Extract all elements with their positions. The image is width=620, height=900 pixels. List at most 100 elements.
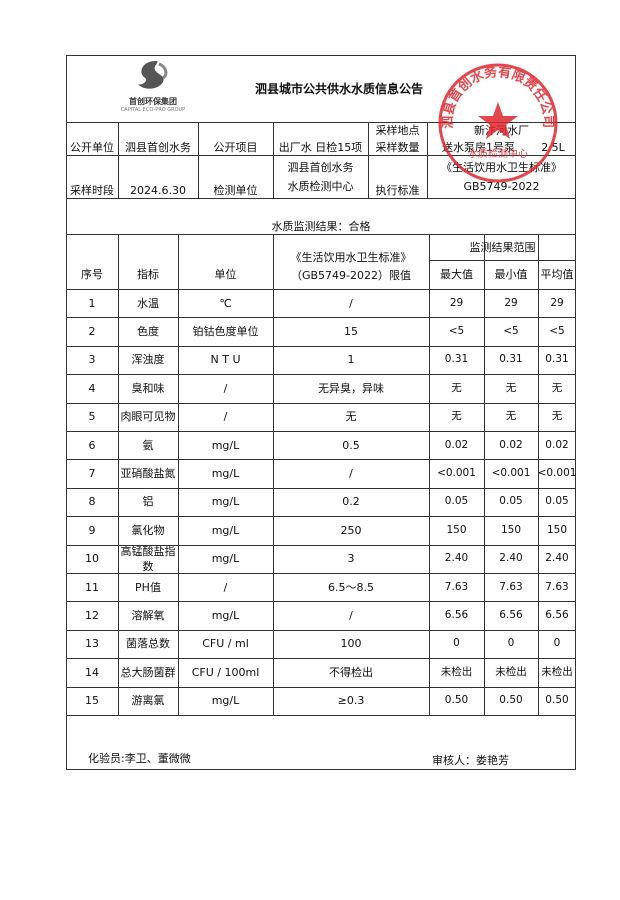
row-unit: / [223,580,228,594]
header-unit: 单位 [214,268,237,281]
grid-line [66,545,576,546]
row-index: 臭和味 [131,381,165,395]
row-min: 2.40 [499,552,523,565]
row-min: 0.05 [499,495,523,508]
row-index: 铝 [142,495,154,509]
grid-line [484,234,485,715]
row-no: 6 [88,438,96,452]
row-unit: CFU / ml [202,637,249,651]
row-max: 无 [451,410,462,423]
row-no: 9 [88,523,96,537]
grid-line [66,431,576,432]
row-avg: 0.31 [545,353,569,366]
row-min: 0.31 [499,353,523,366]
row-limit: 0.2 [342,495,360,509]
table-frame [66,55,576,770]
row-index: 高锰酸盐指数 [120,544,176,573]
row-limit: 250 [340,523,362,537]
row-unit: mg/L [211,609,240,623]
row-max: 7.63 [444,580,469,593]
row-no: 5 [88,410,96,424]
row-no: 11 [85,580,99,594]
grid-line [429,234,430,715]
grid-line [66,403,576,404]
row-no: 8 [88,495,96,509]
row-limit: 6.5～8.5 [328,580,374,594]
row-limit: / [349,467,353,481]
grid-line [66,573,576,574]
reviewer-signature: 审核人：娄艳芳 [432,754,509,767]
row-limit: 3 [347,552,355,566]
info-value: 2.5L [541,140,565,154]
official-seal: 泗县首创水务有限责任公司 水质检测中心 [438,63,558,183]
page-title: 泗县城市公共供水水质信息公告 [255,82,424,96]
row-avg: 未检出 [541,665,573,678]
info-value: 泗县首创水务 [125,141,191,154]
row-max: 150 [446,523,467,536]
info-value: 送水泵房1号泵 [442,140,515,154]
grid-line [66,459,576,460]
row-index: 亚硝酸盐氮 [120,467,176,481]
grid-line [273,234,274,715]
row-limit: 0.5 [342,438,360,452]
header-limit: （GB5749-2022）限值 [290,268,412,282]
row-min: 6.56 [499,609,523,622]
row-index: 菌落总数 [126,637,170,651]
grid-line [66,374,576,375]
row-max: 0 [453,637,460,650]
company-logo: 首创环保集团 CAPITAL ECO-PRO GROUP [108,58,198,113]
row-unit: N T U [210,353,241,367]
grid-line [118,122,119,198]
row-max: 0.05 [444,495,469,508]
row-unit: mg/L [211,438,240,452]
grid-line [66,601,576,602]
row-unit: / [223,381,228,395]
info-value: 泗县首创水务 [287,160,354,174]
row-no: 4 [88,381,96,395]
grid-line [66,122,576,123]
row-index: 浑浊度 [131,353,165,367]
row-no: 10 [85,552,99,566]
info-label: 公开单位 [70,141,114,154]
grid-line [66,658,576,659]
grid-line [198,122,199,198]
grid-line [368,122,369,198]
row-min: 29 [504,296,518,309]
row-limit: 无异臭，异味 [318,381,384,395]
row-limit: 100 [340,637,362,651]
info-value: 水质检测中心 [287,179,354,193]
tester-signature: 化验员:李卫、董微微 [88,752,191,765]
grid-line [66,289,576,290]
row-avg: 150 [546,523,568,536]
row-limit: / [349,296,353,310]
row-unit: mg/L [211,694,240,708]
row-avg: 2.40 [545,552,569,565]
row-limit: / [349,609,353,623]
header-max: 最大值 [440,268,473,281]
row-max: 0.02 [444,438,469,451]
row-index: 溶解氧 [131,609,165,623]
info-label: 公开项目 [213,141,258,154]
row-avg: <5 [549,325,565,338]
row-max: 2.40 [444,552,469,565]
row-max: <0.001 [437,467,476,480]
row-max: 6.56 [444,609,469,622]
grid-line [427,122,428,198]
grid-line [118,234,119,715]
row-avg: 无 [551,410,563,423]
logo-subtitle: CAPITAL ECO-PRO GROUP [120,107,186,113]
row-index: 水温 [137,296,159,310]
row-max: 0.31 [444,353,469,366]
row-limit: 15 [344,325,358,339]
row-avg: 29 [550,296,564,309]
header-limit: 《生活饮用水卫生标准》 [290,250,412,264]
row-no: 7 [88,467,96,481]
info-value: GB5749-2022 [463,179,540,193]
grid-line [273,122,274,198]
row-no: 3 [88,353,96,367]
row-limit: 1 [347,353,355,367]
grid-line [66,715,576,716]
row-index: 氯化物 [131,523,165,537]
grid-line [66,346,576,347]
